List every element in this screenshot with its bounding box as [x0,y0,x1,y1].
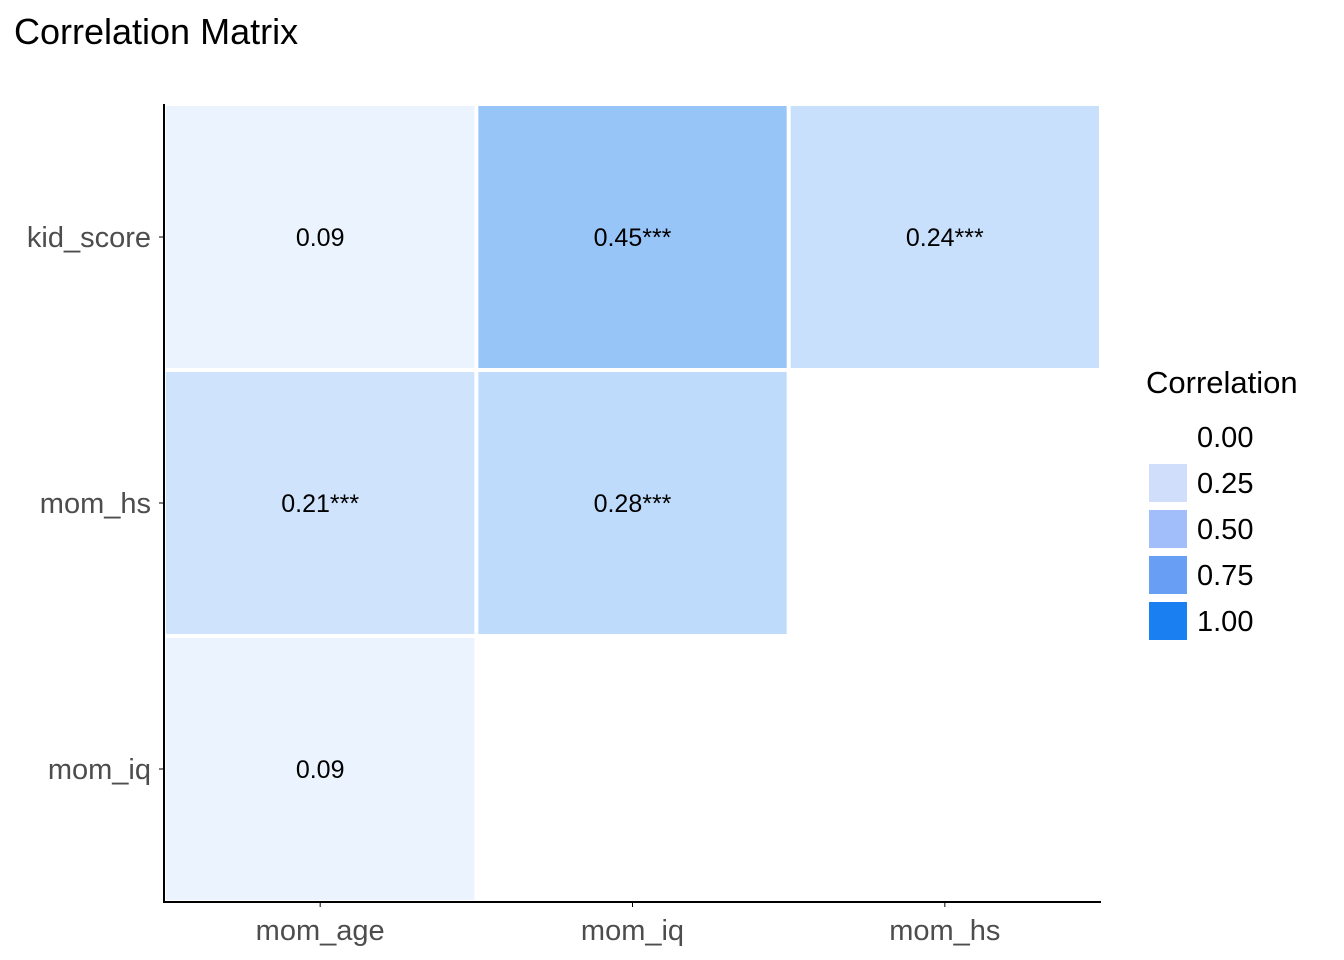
legend-label: 0.75 [1197,560,1253,592]
heatmap-cell-mom_hs-mom_iq [476,370,789,636]
legend-key [1149,556,1187,594]
legend-key [1149,464,1187,502]
cell-value-label: 0.45*** [594,224,672,252]
legend-label: 0.00 [1197,422,1253,454]
heatmap-cell-kid_score-mom_age [164,104,477,370]
legend-label: 0.50 [1197,514,1253,546]
heatmap-cell-kid_score-mom_hs [788,104,1102,370]
legend-label: 1.00 [1197,606,1253,638]
x-tick-label: mom_hs [889,915,1000,947]
x-tick-label: mom_age [256,915,385,947]
heatmap-cell-kid_score-mom_iq [476,104,789,370]
legend-key [1149,418,1187,456]
cell-value-label: 0.09 [296,224,345,252]
cell-value-label: 0.21*** [281,490,359,518]
heatmap-cell-mom_iq-mom_age [164,636,477,902]
heatmap-cell-mom_hs-mom_age [164,370,477,636]
chart-title: Correlation Matrix [14,11,298,52]
cell-value-label: 0.24*** [906,224,984,252]
legend-title: Correlation [1146,365,1298,400]
legend-label: 0.25 [1197,468,1253,500]
cell-value-label: 0.28*** [594,490,672,518]
y-tick-label: kid_score [27,222,151,254]
cell-value-label: 0.09 [296,756,345,784]
heatmap-cells: 0.09 0.45*** 0.24*** 0.21*** 0.28*** 0.09 [164,104,1102,902]
legend-key [1149,602,1187,640]
axis-ticks: mom_age mom_iq mom_hs kid_score mom_hs mom_iq [27,222,1001,947]
y-tick-label: mom_iq [48,754,151,786]
y-tick-label: mom_hs [40,488,151,520]
x-tick-label: mom_iq [581,915,684,947]
legend-key [1149,510,1187,548]
legend: Correlation 0.00 0.25 0.50 0.75 1.00 [1146,365,1298,640]
